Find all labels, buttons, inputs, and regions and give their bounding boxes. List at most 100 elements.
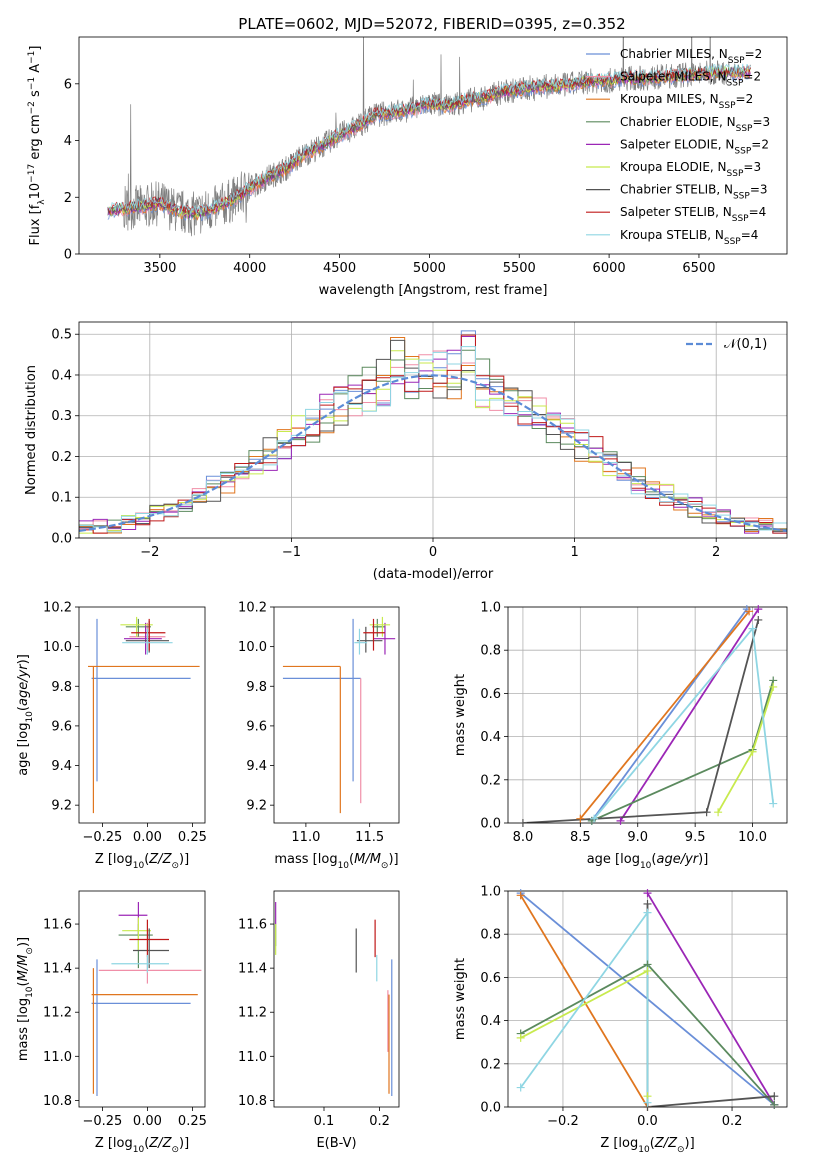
point-marker: [643, 1098, 652, 1107]
y-tick-label: 0.2: [480, 773, 501, 788]
x-axis-label: mass [log10(M/M⊙)]: [274, 852, 398, 871]
plot-area: [282, 616, 396, 814]
x-tick-label: 0.00: [133, 1114, 162, 1129]
errorbar-salpeter-stelib: [131, 618, 166, 651]
histogram-kroupa-elodie: [79, 350, 787, 534]
x-tick-label: −1: [282, 545, 301, 560]
y-tick-label: 0.0: [51, 532, 72, 547]
point-marker: [770, 1100, 779, 1109]
y-tick-label: 0.6: [480, 687, 501, 702]
errorbar-chabrier-stelib: [356, 626, 383, 653]
x-tick-label: 11.5: [355, 830, 384, 845]
y-tick-label: 9.4: [246, 759, 267, 774]
point-marker: [643, 908, 652, 917]
y-tick-label: 10.8: [238, 1094, 267, 1109]
axes-frame: [273, 890, 400, 1108]
y-tick-label: 11.6: [43, 918, 72, 933]
y-axis-label: mass weight: [453, 958, 468, 1040]
axes-spectrum: 3500 4000 4500 5000 5500 6000 6500 0 2 4 6 waveleng…: [27, 36, 788, 298]
normal-curve: [79, 374, 787, 532]
errorbar-chabrier-miles: [91, 618, 191, 782]
point-marker: [516, 891, 525, 900]
plot-area: [91, 902, 202, 1096]
point-marker: [516, 1033, 525, 1042]
y-tick-label: 0.4: [51, 368, 72, 383]
point-marker: [745, 607, 754, 616]
y-tick-label: 0.2: [51, 450, 72, 465]
x-tick-label: 1: [570, 545, 578, 560]
y-tick-label: 11.4: [238, 962, 267, 977]
x-axis-label: Z [log10(Z/Z⊙)]: [95, 1136, 189, 1155]
y-axis-label: age [log10(age/yr)]: [16, 654, 35, 776]
x-tick-label: −2: [140, 545, 159, 560]
y-tick-label: 10.0: [238, 640, 267, 655]
x-tick-label: 0.0: [637, 1114, 658, 1129]
axes-age_vs_mass: 11.0 11.5 9.2 9.4 9.6 9.8 10.0 10.2 mass [log10(…: [238, 601, 400, 871]
point-marker: [714, 808, 723, 817]
y-tick-label: 11.2: [43, 1006, 72, 1021]
axes-mass_vs_Z: −0.25 0.00 0.25 10.8 11.0 11.2 11.4 11.6 Z [log1…: [16, 890, 207, 1155]
point-marker: [590, 814, 599, 823]
axes-frame: [273, 606, 400, 824]
weight-line-chabrier-miles: [591, 608, 748, 822]
axes-residuals: −2 −1 0 1 2 0.0 0.1 0.2 0.3 0.4 0.5 (data-model)/er…: [24, 321, 788, 582]
model-line-chabrier-elodie: [107, 67, 751, 221]
y-tick-label: 6: [64, 77, 72, 92]
x-tick-label: 8.5: [570, 830, 591, 845]
y-tick-label: 0.0: [480, 1101, 501, 1116]
y-tick-label: 9.8: [246, 680, 267, 695]
y-tick-label: 2: [64, 191, 72, 206]
model-line-kroupa-miles: [107, 68, 751, 221]
errorbar-kroupa-miles: [88, 665, 200, 814]
y-tick-label: 1.0: [480, 601, 501, 616]
x-axis-label: wavelength [Angstrom, rest frame]: [319, 283, 548, 298]
y-tick-label: 0.1: [51, 491, 72, 506]
point-marker: [643, 966, 652, 975]
x-tick-label: 11.0: [291, 830, 320, 845]
x-tick-label: 2: [712, 545, 720, 560]
x-axis-label: E(B-V): [316, 1136, 356, 1151]
y-tick-label: 9.2: [51, 799, 72, 814]
point-marker: [616, 816, 625, 825]
weight-line-kroupa-elodie: [520, 969, 649, 1097]
point-marker: [754, 605, 763, 614]
errorbar-chabrier-stelib: [133, 928, 169, 969]
x-tick-label: 0: [429, 545, 437, 560]
y-tick-label: 9.2: [246, 799, 267, 814]
point-marker: [643, 889, 652, 898]
weight-line-salpeter-elodie: [619, 608, 760, 822]
x-tick-label: 0.25: [178, 1114, 207, 1129]
point-marker: [748, 624, 757, 633]
errorbar-salpeter-miles: [98, 957, 202, 984]
histogram-kroupa-stelib: [79, 346, 787, 533]
errorbar-kroupa-elodie: [122, 917, 151, 951]
x-tick-label: 5000: [413, 261, 446, 276]
y-tick-label: 0.5: [51, 328, 72, 343]
y-tick-label: 0.8: [480, 644, 501, 659]
weight-line-kroupa-miles: [579, 610, 750, 820]
y-axis-label: Flux [fλ10−17 erg cm−2 s−1 A−1]: [27, 46, 47, 246]
y-tick-label: 9.6: [246, 719, 267, 734]
y-tick-label: 1.0: [480, 885, 501, 900]
legend-label: Kroupa MILES, NSSP=2: [620, 92, 753, 111]
y-tick-label: 11.0: [238, 1050, 267, 1065]
errorbar-kroupa-miles: [91, 968, 198, 1094]
errorbar-chabrier-elodie: [372, 618, 385, 637]
legend-label: Chabrier ELODIE, NSSP=3: [620, 115, 770, 134]
x-tick-label: 3500: [143, 261, 176, 276]
y-tick-label: 10.8: [43, 1094, 72, 1109]
legend-label: Salpeter ELODIE, NSSP=2: [620, 137, 769, 156]
errorbar-chabrier-elodie: [125, 618, 151, 637]
x-tick-label: 4000: [233, 261, 266, 276]
y-tick-label: 0.2: [480, 1057, 501, 1072]
errorbar-kroupa-elodie: [120, 616, 153, 637]
y-tick-label: 10.0: [43, 640, 72, 655]
model-line-kroupa-stelib: [107, 63, 751, 215]
x-tick-label: 0.00: [133, 830, 162, 845]
point-marker: [748, 747, 757, 756]
x-axis-label: Z [log10(Z/Z⊙)]: [95, 852, 189, 871]
legend-label: Chabrier MILES, NSSP=2: [620, 47, 762, 66]
errorbar-salpeter-elodie: [124, 622, 162, 655]
y-tick-label: 11.0: [43, 1050, 72, 1065]
